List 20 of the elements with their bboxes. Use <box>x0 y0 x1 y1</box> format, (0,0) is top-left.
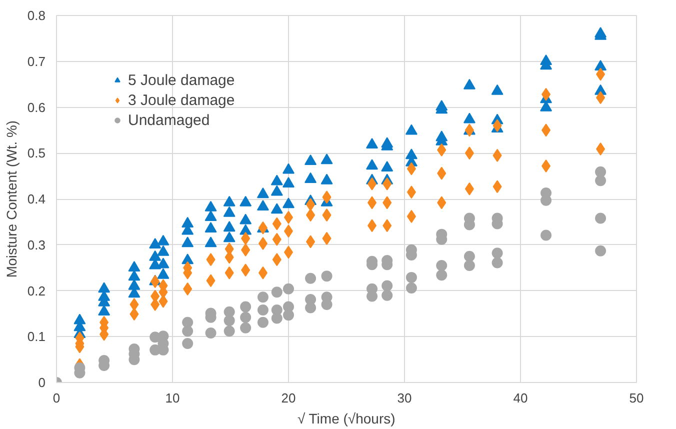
x-tick-label: 10 <box>165 390 180 406</box>
x-axis-title: √ Time (√hours) <box>297 410 396 426</box>
x-tick-label: 50 <box>629 390 644 406</box>
x-tick-label: 0 <box>52 390 60 406</box>
y-tick-label: 0.3 <box>27 237 46 252</box>
y-tick-label: 0.4 <box>27 192 46 206</box>
x-tick-label: 40 <box>513 390 528 406</box>
legend-label: Undamaged <box>128 111 210 129</box>
y-tick-label: 0.1 <box>27 329 46 344</box>
y-tick-label: 0 <box>38 375 46 390</box>
y-tick-label: 0.6 <box>27 100 46 115</box>
y-tick-label: 0.5 <box>27 146 46 161</box>
x-tick-label: 20 <box>281 390 296 406</box>
y-tick-label: 0.7 <box>27 54 46 69</box>
y-axis-title: Moisture Content (Wt. %) <box>3 120 20 278</box>
y-tick-label: 0.8 <box>27 8 46 23</box>
x-tick-label: 30 <box>397 390 412 406</box>
y-tick-label: 0.2 <box>27 283 46 298</box>
legend-label: 3 Joule damage <box>128 91 235 109</box>
legend-label: 5 Joule damage <box>128 71 235 89</box>
